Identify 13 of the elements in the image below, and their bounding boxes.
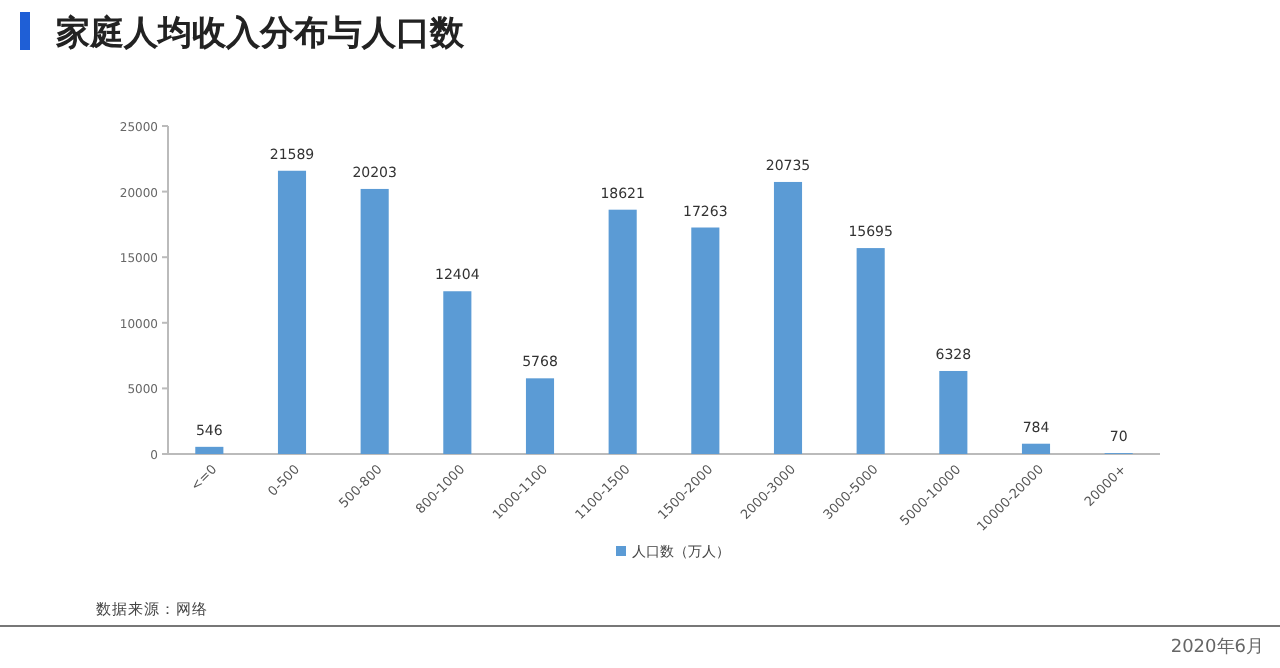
bar — [195, 446, 224, 454]
bar — [691, 227, 720, 454]
text: 2020年6月 — [1170, 636, 1264, 658]
bar — [608, 209, 637, 454]
bar — [773, 181, 803, 454]
bar — [525, 378, 555, 454]
bar — [939, 370, 968, 454]
bar — [856, 248, 885, 454]
bar — [360, 188, 389, 454]
bar — [1021, 443, 1051, 454]
chart-title: 家庭人均收入分布与人口数 — [54, 14, 466, 54]
bar — [443, 291, 472, 454]
bar — [277, 170, 307, 454]
